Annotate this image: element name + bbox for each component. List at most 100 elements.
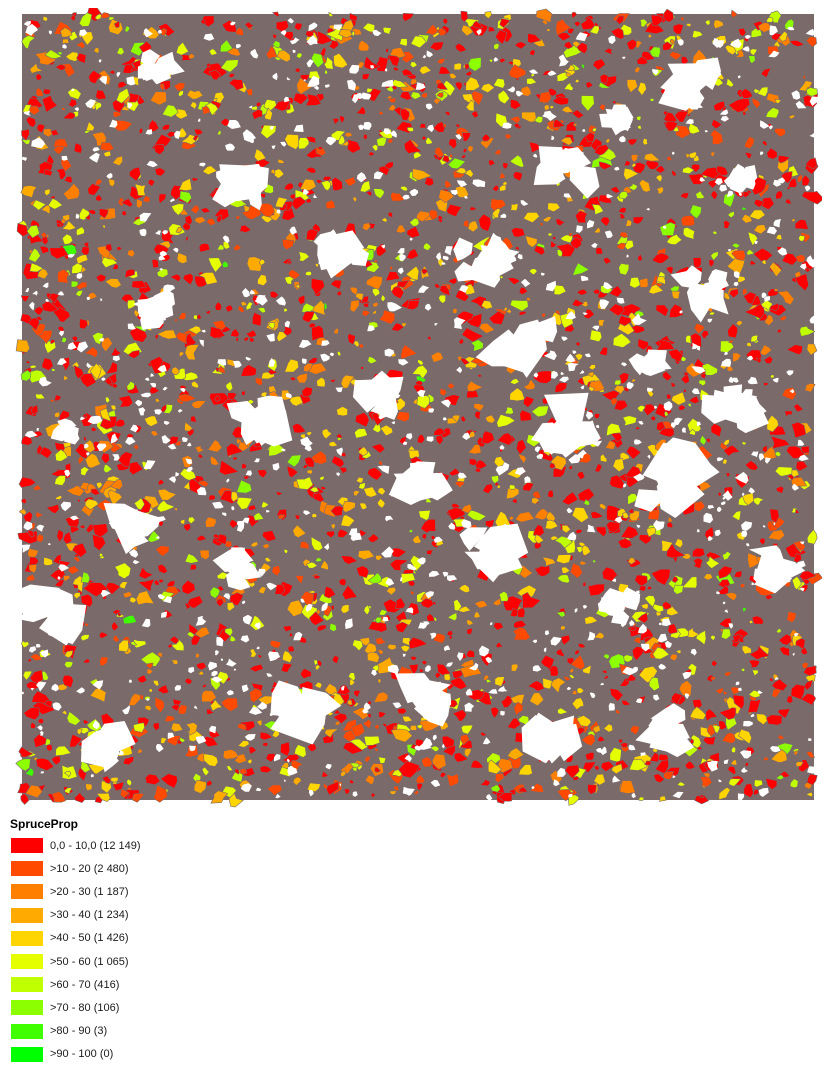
forest-stand: [805, 157, 818, 170]
open-area: [730, 38, 742, 48]
forest-stand: [548, 462, 556, 470]
open-area: [510, 361, 516, 368]
forest-stand: [443, 673, 451, 682]
open-area: [603, 282, 613, 290]
open-area: [516, 90, 524, 97]
forest-stand: [42, 15, 49, 22]
forest-stand: [320, 559, 329, 571]
forest-stand: [491, 184, 500, 193]
forest-stand: [728, 339, 734, 344]
open-area: [649, 735, 655, 740]
open-area: [608, 702, 615, 711]
forest-stand: [534, 565, 551, 578]
open-area: [37, 725, 43, 731]
legend-swatch: [10, 953, 44, 971]
open-area: [247, 190, 260, 199]
open-area: [750, 713, 755, 717]
forest-stand: [510, 663, 519, 672]
open-area: [738, 191, 743, 197]
open-area: [289, 226, 297, 235]
forest-stand: [360, 366, 364, 370]
forest-stand: [610, 397, 618, 406]
forest-stand: [517, 453, 527, 465]
forest-stand: [420, 598, 434, 609]
open-area: [758, 453, 765, 461]
open-area: [197, 118, 201, 122]
forest-stand: [643, 152, 661, 162]
forest-stand: [25, 116, 37, 128]
open-area: [222, 235, 230, 244]
open-area: [168, 476, 176, 484]
forest-stand: [656, 275, 666, 285]
forest-stand: [158, 193, 167, 205]
open-area: [48, 30, 53, 35]
open-area: [798, 454, 809, 461]
forest-stand: [400, 572, 416, 585]
forest-stand: [374, 616, 382, 624]
open-area: [560, 371, 564, 375]
spruce-proportion-map[interactable]: [8, 8, 822, 808]
forest-stand: [319, 486, 328, 491]
forest-stand: [23, 707, 40, 721]
forest-stand: [619, 780, 636, 794]
forest-stand: [572, 262, 590, 276]
map-canvas[interactable]: [8, 8, 822, 808]
forest-stand: [518, 310, 528, 316]
forest-stand: [90, 488, 101, 496]
forest-stand: [618, 213, 626, 220]
forest-stand: [77, 498, 81, 504]
forest-stand: [587, 583, 605, 597]
forest-stand: [112, 155, 123, 166]
forest-stand: [28, 556, 40, 566]
forest-stand: [154, 167, 166, 177]
forest-stand: [129, 596, 138, 604]
forest-stand: [483, 674, 490, 681]
forest-stand: [108, 178, 116, 187]
forest-stand: [509, 387, 526, 402]
forest-stand: [513, 122, 521, 129]
forest-stand: [385, 586, 397, 596]
open-area: [241, 684, 249, 693]
forest-stand: [49, 398, 55, 403]
forest-stand: [201, 766, 210, 777]
forest-stand: [584, 751, 595, 761]
open-area: [762, 525, 766, 528]
forest-stand: [98, 208, 109, 219]
forest-stand: [636, 115, 642, 121]
forest-stand: [769, 374, 775, 379]
forest-stand: [387, 211, 394, 219]
open-area: [300, 436, 313, 448]
forest-stand: [114, 562, 132, 580]
forest-stand: [152, 680, 160, 687]
open-area: [670, 265, 702, 289]
open-area: [770, 746, 781, 753]
forest-stand: [776, 290, 795, 306]
open-area: [708, 273, 729, 291]
forest-stand: [727, 765, 737, 776]
forest-stand: [795, 508, 800, 514]
forest-stand: [710, 151, 716, 157]
forest-stand: [207, 439, 223, 453]
open-area: [50, 425, 71, 442]
forest-stand: [620, 525, 639, 539]
forest-stand: [170, 638, 185, 652]
forest-stand: [109, 479, 124, 490]
forest-stand: [666, 155, 673, 162]
open-area: [381, 404, 388, 409]
forest-stand: [775, 234, 783, 241]
forest-stand: [41, 94, 58, 113]
forest-stand: [598, 346, 608, 357]
forest-stand: [436, 92, 444, 99]
forest-stand: [390, 191, 406, 202]
forest-stand: [513, 701, 524, 717]
open-area: [149, 382, 157, 388]
open-area: [745, 543, 750, 547]
open-area: [727, 190, 734, 198]
forest-stand: [212, 97, 218, 102]
open-area: [336, 447, 343, 457]
forest-stand: [762, 382, 769, 386]
open-area: [672, 775, 676, 778]
forest-stand: [80, 593, 94, 608]
forest-stand: [101, 256, 119, 269]
open-area: [118, 750, 125, 756]
